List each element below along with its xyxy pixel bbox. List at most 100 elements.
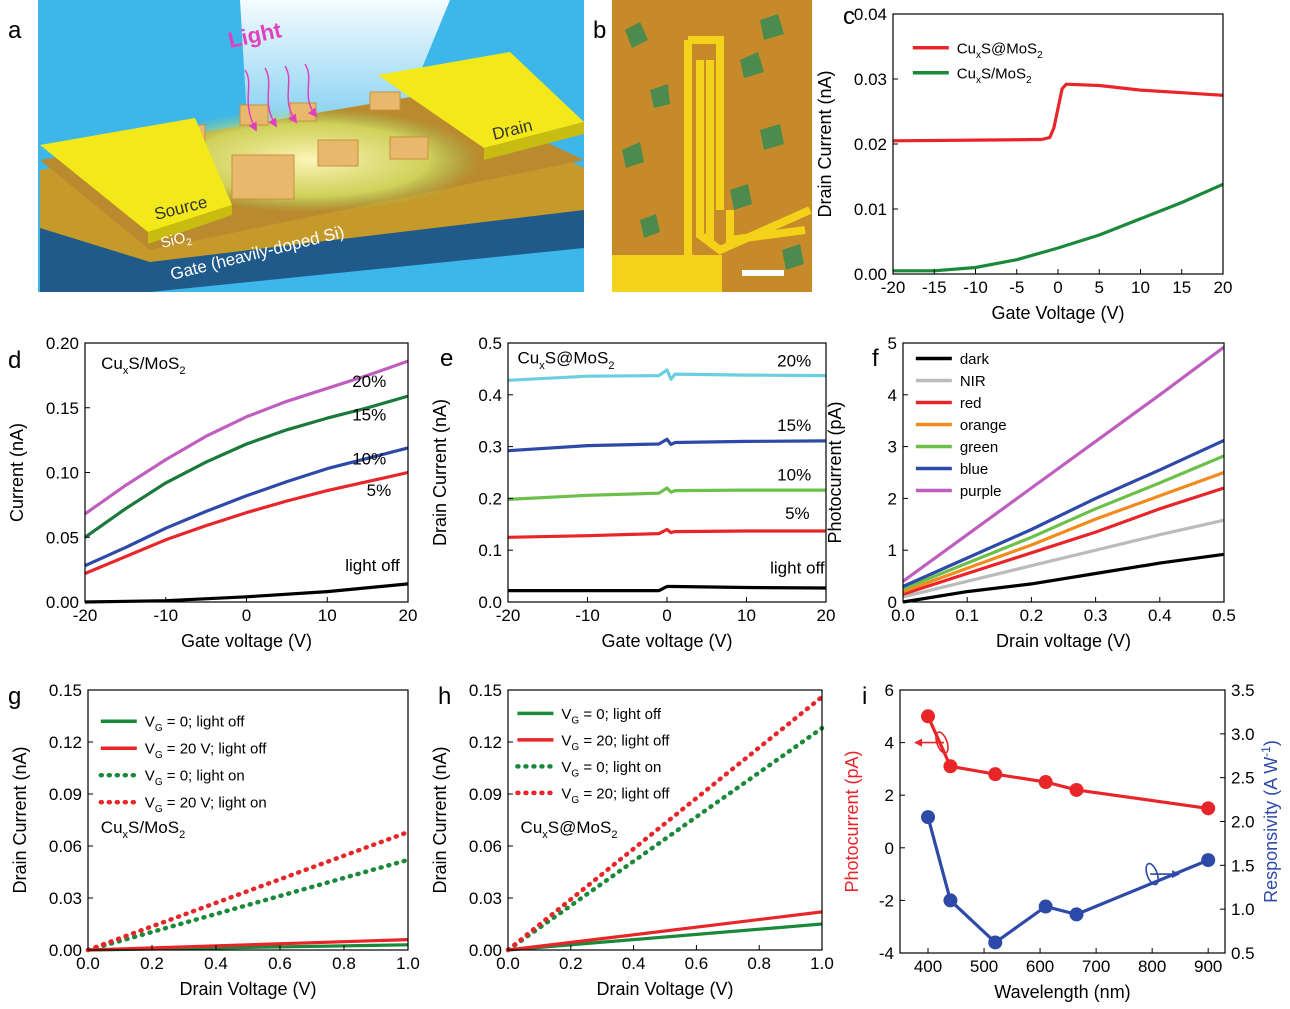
flake: [625, 22, 648, 48]
x-tick-label: 10: [737, 606, 756, 625]
x-tick-label: 0.6: [268, 954, 292, 973]
legend-label: VG = 20; light off: [561, 785, 670, 806]
y-tick-label: 0.4: [478, 386, 502, 405]
series-line: [85, 829, 411, 953]
series-line: [507, 437, 827, 453]
y-tick-label: 4: [885, 734, 894, 753]
legend-label: green: [960, 439, 998, 456]
y-tick-label: 0.12: [49, 733, 82, 752]
y-tick-label: 3: [888, 438, 897, 457]
panel-letter-d: d: [8, 347, 21, 374]
x-tick-label: 0.2: [1020, 606, 1044, 625]
device-micrograph: [612, 0, 812, 292]
y-tick-label: 0.15: [469, 681, 502, 700]
panel-letter-h: h: [438, 683, 451, 710]
series-line: [902, 470, 1225, 594]
x-tick-label: 800: [1138, 957, 1166, 976]
electrode-finger: [688, 36, 724, 210]
y-tick-label: 0.1: [478, 541, 502, 560]
legend-label: CuxS/MoS2: [957, 65, 1032, 86]
y-tick-label: 0.0: [478, 593, 502, 612]
series-line: [902, 454, 1225, 591]
x-tick-label: 700: [1082, 957, 1110, 976]
y-tick-label: 2: [888, 489, 897, 508]
x-tick-label: 0.8: [332, 954, 356, 973]
chart-panels: -20 -15 -10 -5 0 5 10 15 200.000.010.020.030.04G…: [7, 5, 1281, 1002]
drain-top: [378, 52, 584, 148]
data-point: [988, 935, 1003, 950]
data-point: [1201, 853, 1216, 868]
y-tick-label: 0.03: [469, 889, 502, 908]
light-arrow: [284, 65, 297, 124]
x-tick-label: 10: [1131, 278, 1150, 297]
axis-indicator-ellipse: [935, 731, 949, 754]
flake: [650, 84, 670, 108]
chart-i: 400 500 600 700 800 900 -4 -2 0 2 4 6 0.5 1.0 1.5 2.0 2.…: [842, 681, 1281, 1002]
x-tick-label: 0.4: [622, 954, 646, 973]
x-tick-label: 0: [242, 606, 251, 625]
series-line: [902, 486, 1225, 596]
oxide-label: SiO2: [159, 228, 194, 255]
x-tick-label: 0.6: [685, 954, 709, 973]
series-label: 10%: [352, 450, 386, 469]
x-tick-label: 15: [1172, 278, 1191, 297]
flake: [740, 52, 764, 78]
y-axis-label: Drain Current (nA): [10, 746, 30, 893]
panel-letter-a: a: [8, 17, 22, 44]
series-line: [902, 438, 1225, 588]
y-tick-label: -2: [879, 891, 894, 910]
series-line: [84, 359, 409, 516]
legend-label: VG = 20; light off: [561, 732, 670, 753]
panel-letter-b: b: [593, 17, 606, 44]
y2-tick-label: 2.0: [1231, 813, 1255, 832]
y-axis-label: Photocurrent (pA): [842, 750, 862, 892]
data-point: [1038, 775, 1053, 790]
y-tick-label: 0.09: [49, 785, 82, 804]
y2-tick-label: 2.5: [1231, 769, 1255, 788]
x-tick-label: 600: [1026, 957, 1054, 976]
plot-frame: [902, 342, 1225, 603]
series-line: [902, 518, 1225, 599]
x-tick-label: -15: [922, 278, 947, 297]
light-arrow: [264, 67, 277, 128]
x-axis-label: Gate voltage (V): [601, 631, 732, 651]
x-tick-label: -10: [963, 278, 988, 297]
axis-indicator-ellipse: [1145, 862, 1159, 886]
y-axis-label: Drain Current (nA): [430, 746, 450, 893]
legend-label: VG = 0; light off: [145, 714, 245, 735]
panel-letter-e: e: [440, 345, 453, 372]
y-tick-label: 1: [888, 541, 897, 560]
y2-tick-label: 0.5: [1231, 944, 1255, 963]
legend-label: orange: [960, 417, 1007, 434]
scale-bar: [742, 270, 784, 276]
series-line: [902, 345, 1225, 583]
drain-electrode: Drain: [378, 52, 584, 160]
y-tick-label: 0.5: [478, 334, 502, 353]
y-tick-label: 0.04: [854, 5, 887, 24]
y-tick-label: -4: [879, 944, 894, 963]
y-tick-label: 0.00: [49, 941, 82, 960]
axis-indicator-arrowhead: [914, 738, 923, 747]
y-tick-label: 5: [888, 334, 897, 353]
semiconductor-film: [140, 108, 480, 212]
series-line: [85, 857, 411, 953]
series-line: [926, 715, 1209, 810]
y-tick-label: 0.02: [854, 135, 887, 154]
panel-letters: a b c d e f g h i: [8, 3, 879, 710]
series-label: light off: [345, 556, 400, 575]
x-tick-label: -20: [881, 278, 906, 297]
electrode-finger: [726, 210, 806, 245]
x-tick-label: -5: [1009, 278, 1024, 297]
y-tick-label: 0: [888, 593, 897, 612]
y-axis-label: Photocurrent (pA): [825, 401, 845, 543]
legend-label: red: [960, 395, 982, 412]
drain-front: [484, 122, 584, 160]
x-tick-label: 0.5: [1212, 606, 1236, 625]
y-tick-label: 0.15: [46, 399, 79, 418]
series-label: 10%: [777, 465, 811, 484]
x-tick-label: -20: [73, 606, 98, 625]
y-tick-label: 0.20: [46, 334, 79, 353]
series-label: 15%: [777, 416, 811, 435]
x-tick-label: 1.0: [396, 954, 420, 973]
series-line: [507, 910, 823, 952]
